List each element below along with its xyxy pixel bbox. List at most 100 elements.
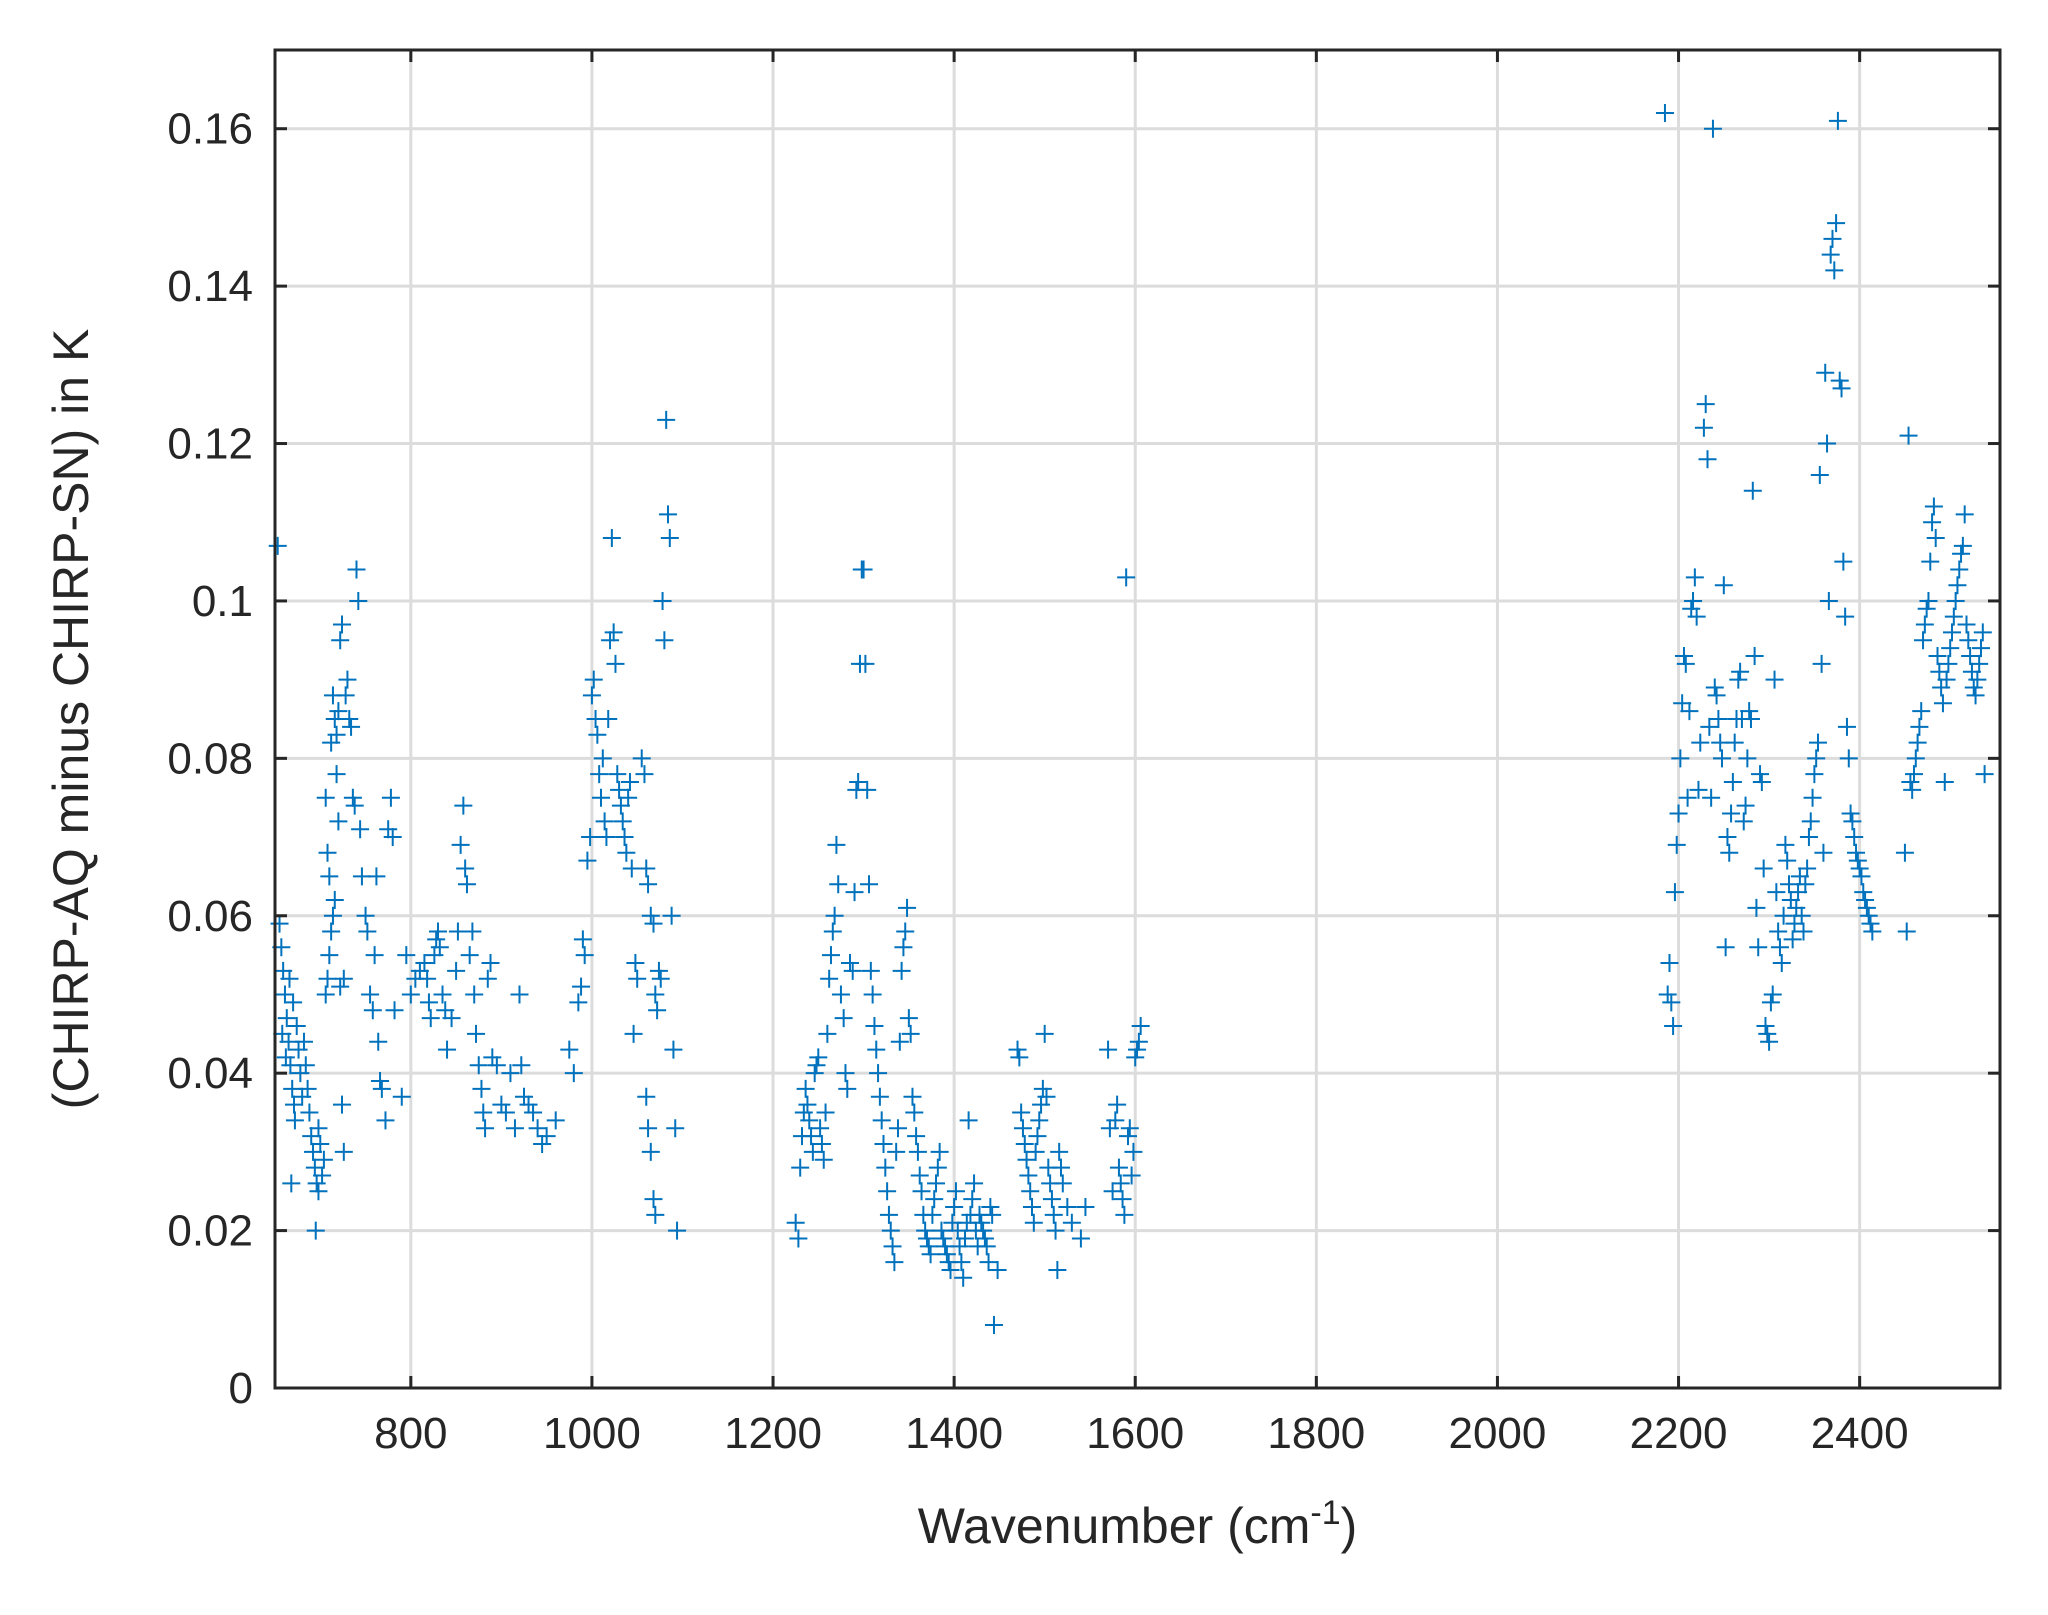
data-point <box>1030 1111 1049 1130</box>
data-point <box>1859 906 1878 925</box>
data-point <box>646 1205 665 1224</box>
data-point <box>1741 710 1760 728</box>
data-point <box>1655 103 1674 122</box>
data-point <box>333 615 352 634</box>
data-point <box>1904 765 1923 784</box>
data-point <box>1667 835 1686 854</box>
data-points <box>268 103 1994 1335</box>
data-point <box>1772 953 1791 972</box>
y-tick-label: 0.06 <box>167 892 253 941</box>
data-point <box>921 1245 940 1264</box>
data-point <box>972 1213 991 1232</box>
data-point <box>430 938 449 957</box>
data-point <box>572 977 591 996</box>
data-point <box>1780 875 1799 894</box>
data-point <box>861 961 880 980</box>
y-tick-label: 0.12 <box>167 420 253 469</box>
data-point <box>537 1127 556 1146</box>
data-point <box>811 1119 830 1138</box>
data-point <box>1122 1166 1141 1185</box>
data-point <box>807 1056 826 1075</box>
data-point <box>1837 717 1856 736</box>
data-point <box>888 1119 907 1138</box>
data-point <box>1906 749 1925 768</box>
data-point <box>803 1142 822 1161</box>
data-point <box>1714 576 1733 595</box>
data-point <box>268 536 287 555</box>
data-point <box>392 1087 411 1106</box>
x-tick-label: 1000 <box>543 1409 641 1458</box>
y-tick-labels: 0 0.02 0.04 0.06 0.08 0.1 0.12 0.14 0.16 <box>167 105 253 1413</box>
data-point <box>644 914 663 933</box>
data-point <box>340 710 359 728</box>
data-point <box>814 1150 833 1169</box>
data-point <box>934 1229 953 1248</box>
data-point <box>615 828 634 847</box>
data-point <box>1008 1040 1027 1059</box>
data-point <box>474 1103 493 1122</box>
x-tick-label: 2200 <box>1630 1409 1728 1458</box>
data-point <box>581 828 600 847</box>
data-point <box>1685 568 1704 587</box>
data-point <box>1754 859 1773 878</box>
data-point <box>1028 1127 1047 1146</box>
data-point <box>1823 229 1842 248</box>
data-point <box>1783 930 1802 949</box>
data-point <box>1013 1119 1032 1138</box>
data-point <box>917 1229 936 1248</box>
data-point <box>1950 560 1969 579</box>
x-tick-labels: 800 1000 1200 1400 1600 1800 2000 2200 2400 <box>374 1409 1908 1458</box>
data-point <box>945 1197 964 1216</box>
data-point <box>932 1221 951 1240</box>
data-point <box>1687 607 1706 626</box>
data-point <box>1662 993 1681 1012</box>
data-point <box>582 686 601 705</box>
data-point <box>892 961 911 980</box>
data-point <box>1689 780 1708 799</box>
data-point <box>584 670 603 689</box>
data-point <box>1807 749 1826 768</box>
data-point <box>1696 395 1715 414</box>
data-point <box>1928 647 1947 666</box>
data-point <box>867 1040 886 1059</box>
data-point <box>975 1229 994 1248</box>
data-point <box>428 922 447 941</box>
data-point <box>277 1009 296 1028</box>
data-point <box>639 1119 658 1138</box>
data-point <box>329 702 348 721</box>
data-point <box>919 1237 938 1256</box>
data-point <box>1857 898 1876 917</box>
data-point <box>1126 1048 1145 1067</box>
data-point <box>447 961 466 980</box>
data-point <box>1943 623 1962 642</box>
data-point <box>578 851 597 870</box>
data-point <box>280 969 299 988</box>
data-point <box>1106 1111 1125 1130</box>
y-tick-label: 0.14 <box>167 262 253 311</box>
data-point <box>903 1087 922 1106</box>
data-point <box>1850 859 1869 878</box>
data-point <box>617 843 636 862</box>
data-point <box>313 1166 332 1185</box>
data-point <box>1752 772 1771 791</box>
data-point <box>800 1111 819 1130</box>
data-point <box>620 772 639 791</box>
data-point <box>655 631 674 650</box>
data-point <box>421 1009 440 1028</box>
data-point <box>401 985 420 1004</box>
data-point <box>1944 607 1963 626</box>
x-axis-label-end: ) <box>1341 1498 1358 1554</box>
data-point <box>1664 1016 1683 1035</box>
data-point <box>300 1103 319 1122</box>
data-point <box>306 1221 325 1240</box>
data-point <box>1798 859 1817 878</box>
data-point <box>1118 1127 1137 1146</box>
data-point <box>1908 733 1927 752</box>
data-point <box>879 1205 898 1224</box>
data-point <box>1722 804 1741 823</box>
data-point <box>1970 654 1989 673</box>
data-point <box>318 843 337 862</box>
data-point <box>1841 804 1860 823</box>
data-point <box>1694 418 1713 437</box>
